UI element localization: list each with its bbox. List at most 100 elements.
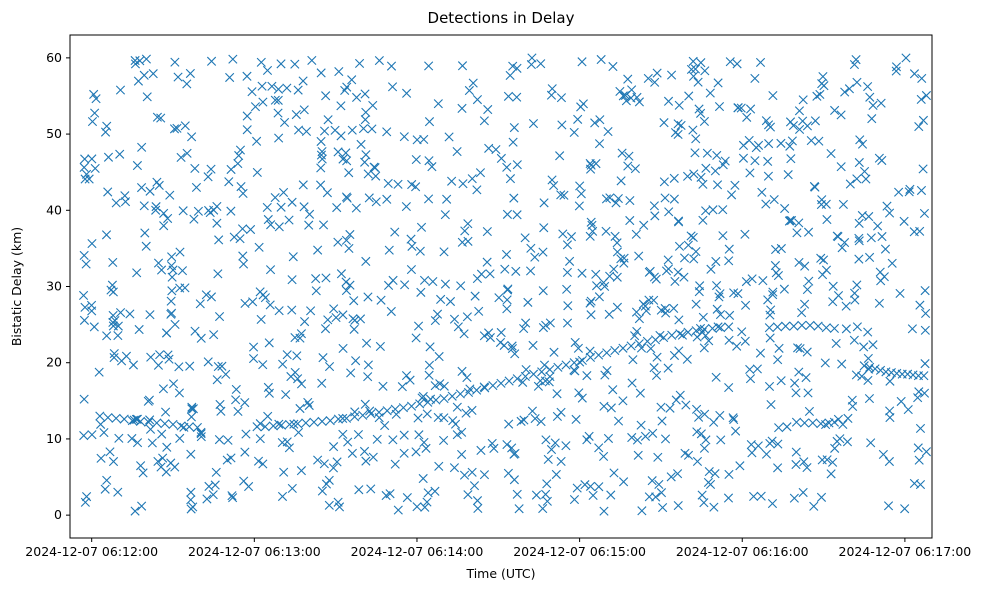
data-point (476, 445, 486, 455)
data-point (401, 370, 412, 381)
data-point (372, 434, 382, 444)
data-point (500, 264, 510, 274)
data-point (238, 251, 248, 261)
data-point (430, 486, 440, 496)
data-point (273, 95, 283, 105)
data-point (785, 141, 795, 151)
data-point (144, 395, 155, 405)
data-point (187, 404, 197, 414)
data-point (609, 264, 619, 274)
data-point (623, 74, 633, 84)
data-point (710, 469, 720, 479)
data-point (701, 206, 711, 216)
data-point (549, 347, 559, 357)
data-point (467, 405, 477, 415)
data-point (167, 252, 177, 262)
data-point (455, 389, 465, 399)
data-point (153, 360, 164, 370)
data-point (623, 161, 633, 171)
data-point (240, 298, 250, 309)
data-point (715, 323, 726, 333)
data-point (209, 330, 219, 340)
data-point (921, 90, 932, 101)
data-point (159, 221, 169, 231)
data-point (745, 168, 755, 178)
data-point (342, 193, 352, 203)
data-point (816, 253, 826, 263)
data-point (800, 418, 810, 428)
data-point (674, 100, 684, 110)
data-point (284, 419, 295, 430)
data-point (545, 364, 555, 375)
data-point (336, 131, 346, 141)
data-point (424, 156, 434, 166)
data-point (474, 306, 484, 316)
data-point (794, 257, 804, 268)
data-point (863, 327, 873, 337)
data-point (553, 362, 563, 372)
data-point (138, 468, 148, 478)
data-point (675, 390, 685, 400)
data-point (670, 128, 681, 138)
data-point (223, 435, 233, 445)
data-point (434, 461, 444, 471)
data-point (813, 321, 823, 331)
data-point (814, 136, 824, 146)
data-point (576, 102, 586, 112)
data-point (278, 359, 288, 369)
data-point (459, 470, 470, 480)
data-point (166, 296, 176, 306)
data-point (393, 179, 403, 189)
data-point (551, 469, 561, 480)
data-point (711, 256, 721, 267)
data-point (557, 120, 567, 130)
data-point (323, 115, 333, 125)
data-point (632, 92, 642, 102)
data-point (794, 124, 805, 135)
data-point (757, 187, 767, 197)
data-point (428, 276, 438, 287)
data-point (132, 268, 142, 278)
data-point (539, 360, 550, 370)
data-point (252, 167, 262, 178)
data-point (774, 423, 784, 433)
data-point (765, 310, 775, 320)
data-point (531, 490, 542, 500)
data-point (636, 343, 647, 353)
data-point (921, 447, 932, 457)
data-point (773, 463, 783, 473)
data-point (718, 231, 728, 241)
data-point (572, 483, 582, 493)
data-point (745, 374, 756, 384)
data-point (127, 433, 137, 444)
data-point (538, 503, 548, 514)
data-point (660, 434, 671, 444)
data-point (224, 177, 234, 187)
data-point (756, 491, 766, 501)
data-point (802, 121, 813, 131)
data-point (488, 380, 498, 391)
data-point (140, 228, 150, 238)
data-point (697, 490, 707, 500)
data-point (231, 395, 241, 405)
data-point (575, 357, 585, 367)
data-point (114, 433, 124, 443)
data-point (452, 146, 462, 157)
data-point (644, 492, 654, 502)
data-point (901, 53, 911, 63)
data-point (606, 490, 616, 500)
data-point (254, 242, 264, 252)
data-point (741, 277, 751, 287)
data-point (349, 324, 359, 334)
data-point (570, 337, 580, 348)
data-point (483, 328, 494, 338)
data-point (797, 308, 807, 318)
data-point (804, 276, 814, 286)
data-point (420, 502, 430, 512)
data-point (764, 139, 774, 149)
data-point (444, 132, 454, 142)
data-point (414, 430, 424, 440)
data-point (459, 329, 469, 339)
data-point (405, 375, 415, 385)
data-point (599, 401, 609, 411)
